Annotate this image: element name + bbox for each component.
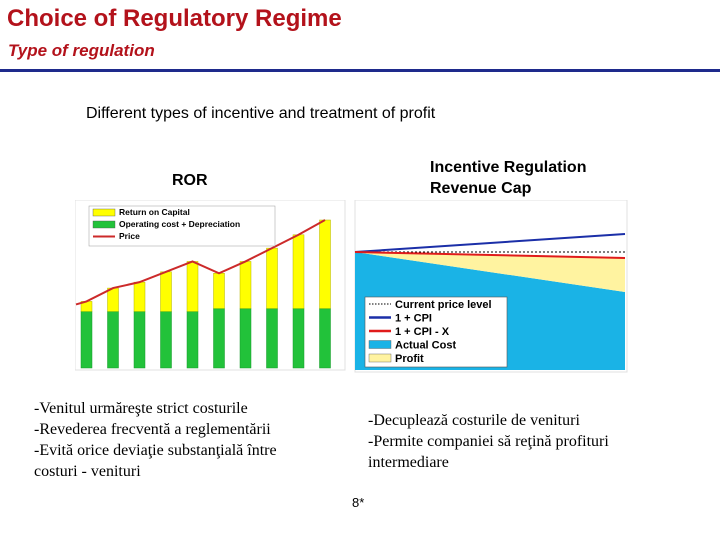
incentive-label-line2: Revenue Cap [430, 180, 532, 197]
incentive-legend-label: Actual Cost [395, 340, 456, 352]
slide-title: Choice of Regulatory Regime [7, 5, 342, 32]
profit-area [355, 252, 625, 292]
slide-subtitle: Type of regulation [8, 41, 155, 60]
incentive-legend-swatch [368, 353, 392, 363]
return-on-capital-bar [266, 247, 278, 310]
title-divider [0, 69, 720, 72]
cpi-line [354, 233, 626, 253]
cpi-minus-x-line [354, 251, 626, 259]
operating-cost-bar [186, 311, 199, 369]
operating-cost-bar [160, 311, 172, 369]
operating-cost-bar [80, 311, 93, 369]
incentive-note: -Decuplează costurile de venituri [368, 412, 580, 429]
incentive-legend-label: 1 + CPI [395, 313, 432, 325]
return-on-capital-bar [292, 234, 305, 310]
ror-note: -Revederea frecventă a reglementării [34, 421, 271, 438]
ror-legend-box [88, 205, 276, 247]
incentive-label-line1: Incentive Regulation [430, 159, 587, 176]
ror-legend-swatch [92, 220, 116, 229]
operating-cost-bar [213, 308, 225, 369]
operating-cost-bar [133, 311, 146, 369]
ror-legend-label: Return on Capital [119, 207, 190, 217]
return-on-capital-bar [133, 281, 146, 313]
ror-label: ROR [172, 172, 208, 189]
return-on-capital-bar [107, 287, 119, 313]
ror-legend-swatch [92, 208, 116, 217]
section-heading: Different types of incentive and treatme… [86, 105, 436, 122]
incentive-notes: -Decuplează costurile de venituri -Permi… [368, 410, 609, 473]
ror-note: -Evită orice deviaţie substanţială între [34, 442, 277, 459]
incentive-legend-label: Current price level [395, 299, 492, 311]
regime-charts: Return on Capital Operating cost + Deprec… [75, 200, 628, 373]
return-on-capital-bar [160, 271, 172, 313]
slide-number: 8* [352, 495, 365, 510]
ror-legend-label: Price [119, 231, 140, 241]
operating-cost-bar [107, 311, 119, 369]
ror-chart: Return on Capital Operating cost + Deprec… [75, 200, 346, 371]
ror-price-line [75, 219, 326, 306]
operating-cost-bar [319, 308, 331, 369]
operating-cost-bar [266, 308, 278, 369]
operating-cost-bar [239, 308, 252, 369]
incentive-legend-label: Profit [395, 353, 424, 365]
return-on-capital-bar [319, 219, 331, 310]
ror-legend-label: Operating cost + Depreciation [119, 219, 240, 229]
incentive-note: intermediare [368, 454, 449, 471]
incentive-legend-swatch [368, 340, 392, 349]
return-on-capital-bar [186, 261, 199, 313]
return-on-capital-bar [239, 261, 252, 310]
ror-notes: -Venitul urmăreşte strict costurile -Rev… [34, 398, 277, 482]
incentive-legend-label: 1 + CPI - X [395, 326, 450, 338]
ror-note: costuri - venituri [34, 463, 141, 480]
operating-cost-bar [292, 308, 305, 369]
incentive-note: -Permite companiei să reţină profituri [368, 433, 609, 450]
return-on-capital-bar [213, 273, 225, 310]
ror-legend: Return on Capital Operating cost + Deprec… [88, 205, 276, 247]
ror-note: -Venitul urmăreşte strict costurile [34, 400, 248, 417]
